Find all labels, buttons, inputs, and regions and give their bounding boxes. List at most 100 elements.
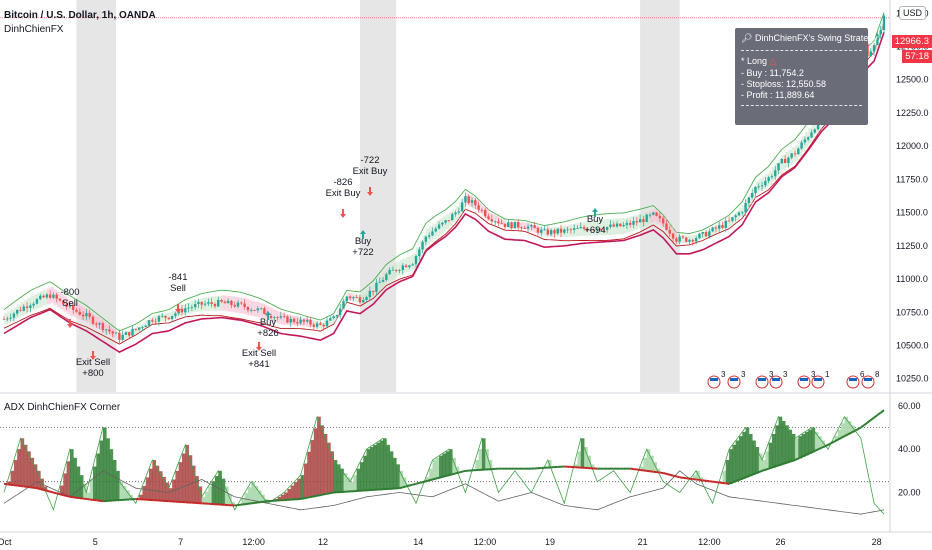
candle-body xyxy=(530,225,533,227)
envelope-fill xyxy=(547,227,552,237)
adx-hump-fill xyxy=(788,429,793,463)
adx-hump-fill xyxy=(251,481,255,504)
adx-hump-fill xyxy=(818,436,822,450)
adx-hump-fill xyxy=(102,427,107,502)
candle-body xyxy=(797,148,800,155)
event-flag-stripe xyxy=(710,378,718,381)
adx-hump-fill xyxy=(264,499,269,502)
candle-body xyxy=(474,200,477,206)
envelope-fill xyxy=(373,284,377,295)
adx-line-segment xyxy=(326,492,331,495)
adx-hump-fill xyxy=(277,496,282,501)
envelope-fill xyxy=(290,315,295,326)
candle-body xyxy=(711,227,714,232)
candle-body xyxy=(658,215,662,219)
envelope-fill xyxy=(620,218,625,234)
envelope-fill xyxy=(673,230,677,240)
candle-body xyxy=(503,223,507,228)
candle-body xyxy=(592,229,596,231)
candle-body xyxy=(655,212,658,216)
envelope-fill xyxy=(808,127,812,144)
envelope-fill xyxy=(617,218,621,235)
session-shade-1 xyxy=(359,0,397,392)
envelope-fill xyxy=(415,247,420,264)
envelope-fill xyxy=(867,49,872,57)
adx-hump-fill xyxy=(36,470,41,489)
candle-body xyxy=(559,228,563,233)
envelope-fill xyxy=(557,226,562,237)
envelope-fill xyxy=(241,297,246,314)
candle-body xyxy=(104,329,108,331)
adx-hump-fill xyxy=(20,438,25,486)
warning-triangle-icon: △ xyxy=(769,56,777,66)
candle-body xyxy=(454,212,457,215)
adx-hump-fill xyxy=(699,477,704,480)
indicator-name[interactable]: DinhChienFX xyxy=(4,24,64,35)
envelope-fill xyxy=(129,329,134,337)
candle-body xyxy=(240,302,243,304)
adx-hump-fill xyxy=(748,434,753,477)
lower-envelope-line xyxy=(3,23,885,345)
adx-line-segment xyxy=(448,473,453,477)
indicator-band xyxy=(3,12,885,354)
envelope-fill xyxy=(587,221,592,236)
envelope-fill xyxy=(214,296,219,311)
envelope-fill xyxy=(402,258,407,274)
price-tick-label: 10250.0 xyxy=(896,374,929,384)
event-flag-icon xyxy=(797,375,811,389)
candle-body xyxy=(108,329,111,332)
trade-label-buy1: Buy xyxy=(260,317,277,328)
adx-hump-fill xyxy=(158,471,163,501)
candle-body xyxy=(691,239,695,242)
envelope-fill xyxy=(109,326,114,336)
session-shading xyxy=(76,0,680,392)
candle-body xyxy=(424,236,428,242)
candle-body xyxy=(256,308,259,311)
adx-hump-fill xyxy=(768,442,773,469)
adx-line-segment xyxy=(432,477,437,481)
candle-body xyxy=(243,303,246,308)
adx-hump-fill xyxy=(847,421,852,435)
adx-hump-fill xyxy=(96,453,100,501)
time-tick-label: 12:00 xyxy=(242,537,265,547)
adx-hump-fill xyxy=(732,444,737,483)
adx-hump-fill xyxy=(475,460,480,471)
envelope-fill xyxy=(752,187,756,199)
envelope-fill xyxy=(36,292,41,309)
currency-button[interactable]: USD xyxy=(898,6,926,20)
adx-hump-fill xyxy=(373,444,377,490)
candle-body xyxy=(437,224,441,229)
candle-body xyxy=(161,315,164,317)
bar-countdown-tag: 57:18 xyxy=(902,50,932,63)
envelope-fill xyxy=(435,220,440,237)
candle-body xyxy=(754,186,757,193)
adx-hump-fill xyxy=(392,457,397,489)
adx-hump-fill xyxy=(804,431,809,456)
adx-line-segment xyxy=(330,491,334,495)
candle-body xyxy=(388,270,391,275)
envelope-fill xyxy=(775,162,780,178)
trade-label-exitbuy2: Exit Buy xyxy=(353,166,388,177)
envelope-fill xyxy=(663,218,667,229)
adx-hump-fill xyxy=(376,442,381,490)
adx-line-segment xyxy=(409,483,413,487)
adx-hump-fill xyxy=(350,481,354,492)
candle-body xyxy=(299,319,302,324)
adx-line-segment xyxy=(307,496,311,499)
adx-hump-fill xyxy=(640,466,644,470)
adx-hump-fill xyxy=(758,453,763,473)
adx-indicator-name[interactable]: ADX DinhChienFX Corner xyxy=(4,402,121,413)
symbol-title[interactable]: Bitcoin / U.S. Dollar, 1h, OANDA xyxy=(4,10,156,21)
candle-body xyxy=(569,229,573,231)
candle-body xyxy=(236,302,240,307)
time-tick-label: 7 xyxy=(178,537,183,547)
adx-hump-fill xyxy=(76,466,81,498)
adx-hump-fill xyxy=(778,416,783,466)
candle-body xyxy=(207,302,210,304)
trade-arrow-down-icon xyxy=(367,187,373,196)
envelope-fill xyxy=(369,286,374,298)
adx-line-segment xyxy=(455,471,460,475)
candle-body xyxy=(309,319,312,325)
adx-panel xyxy=(0,409,890,515)
adx-hump-fill xyxy=(435,457,440,479)
